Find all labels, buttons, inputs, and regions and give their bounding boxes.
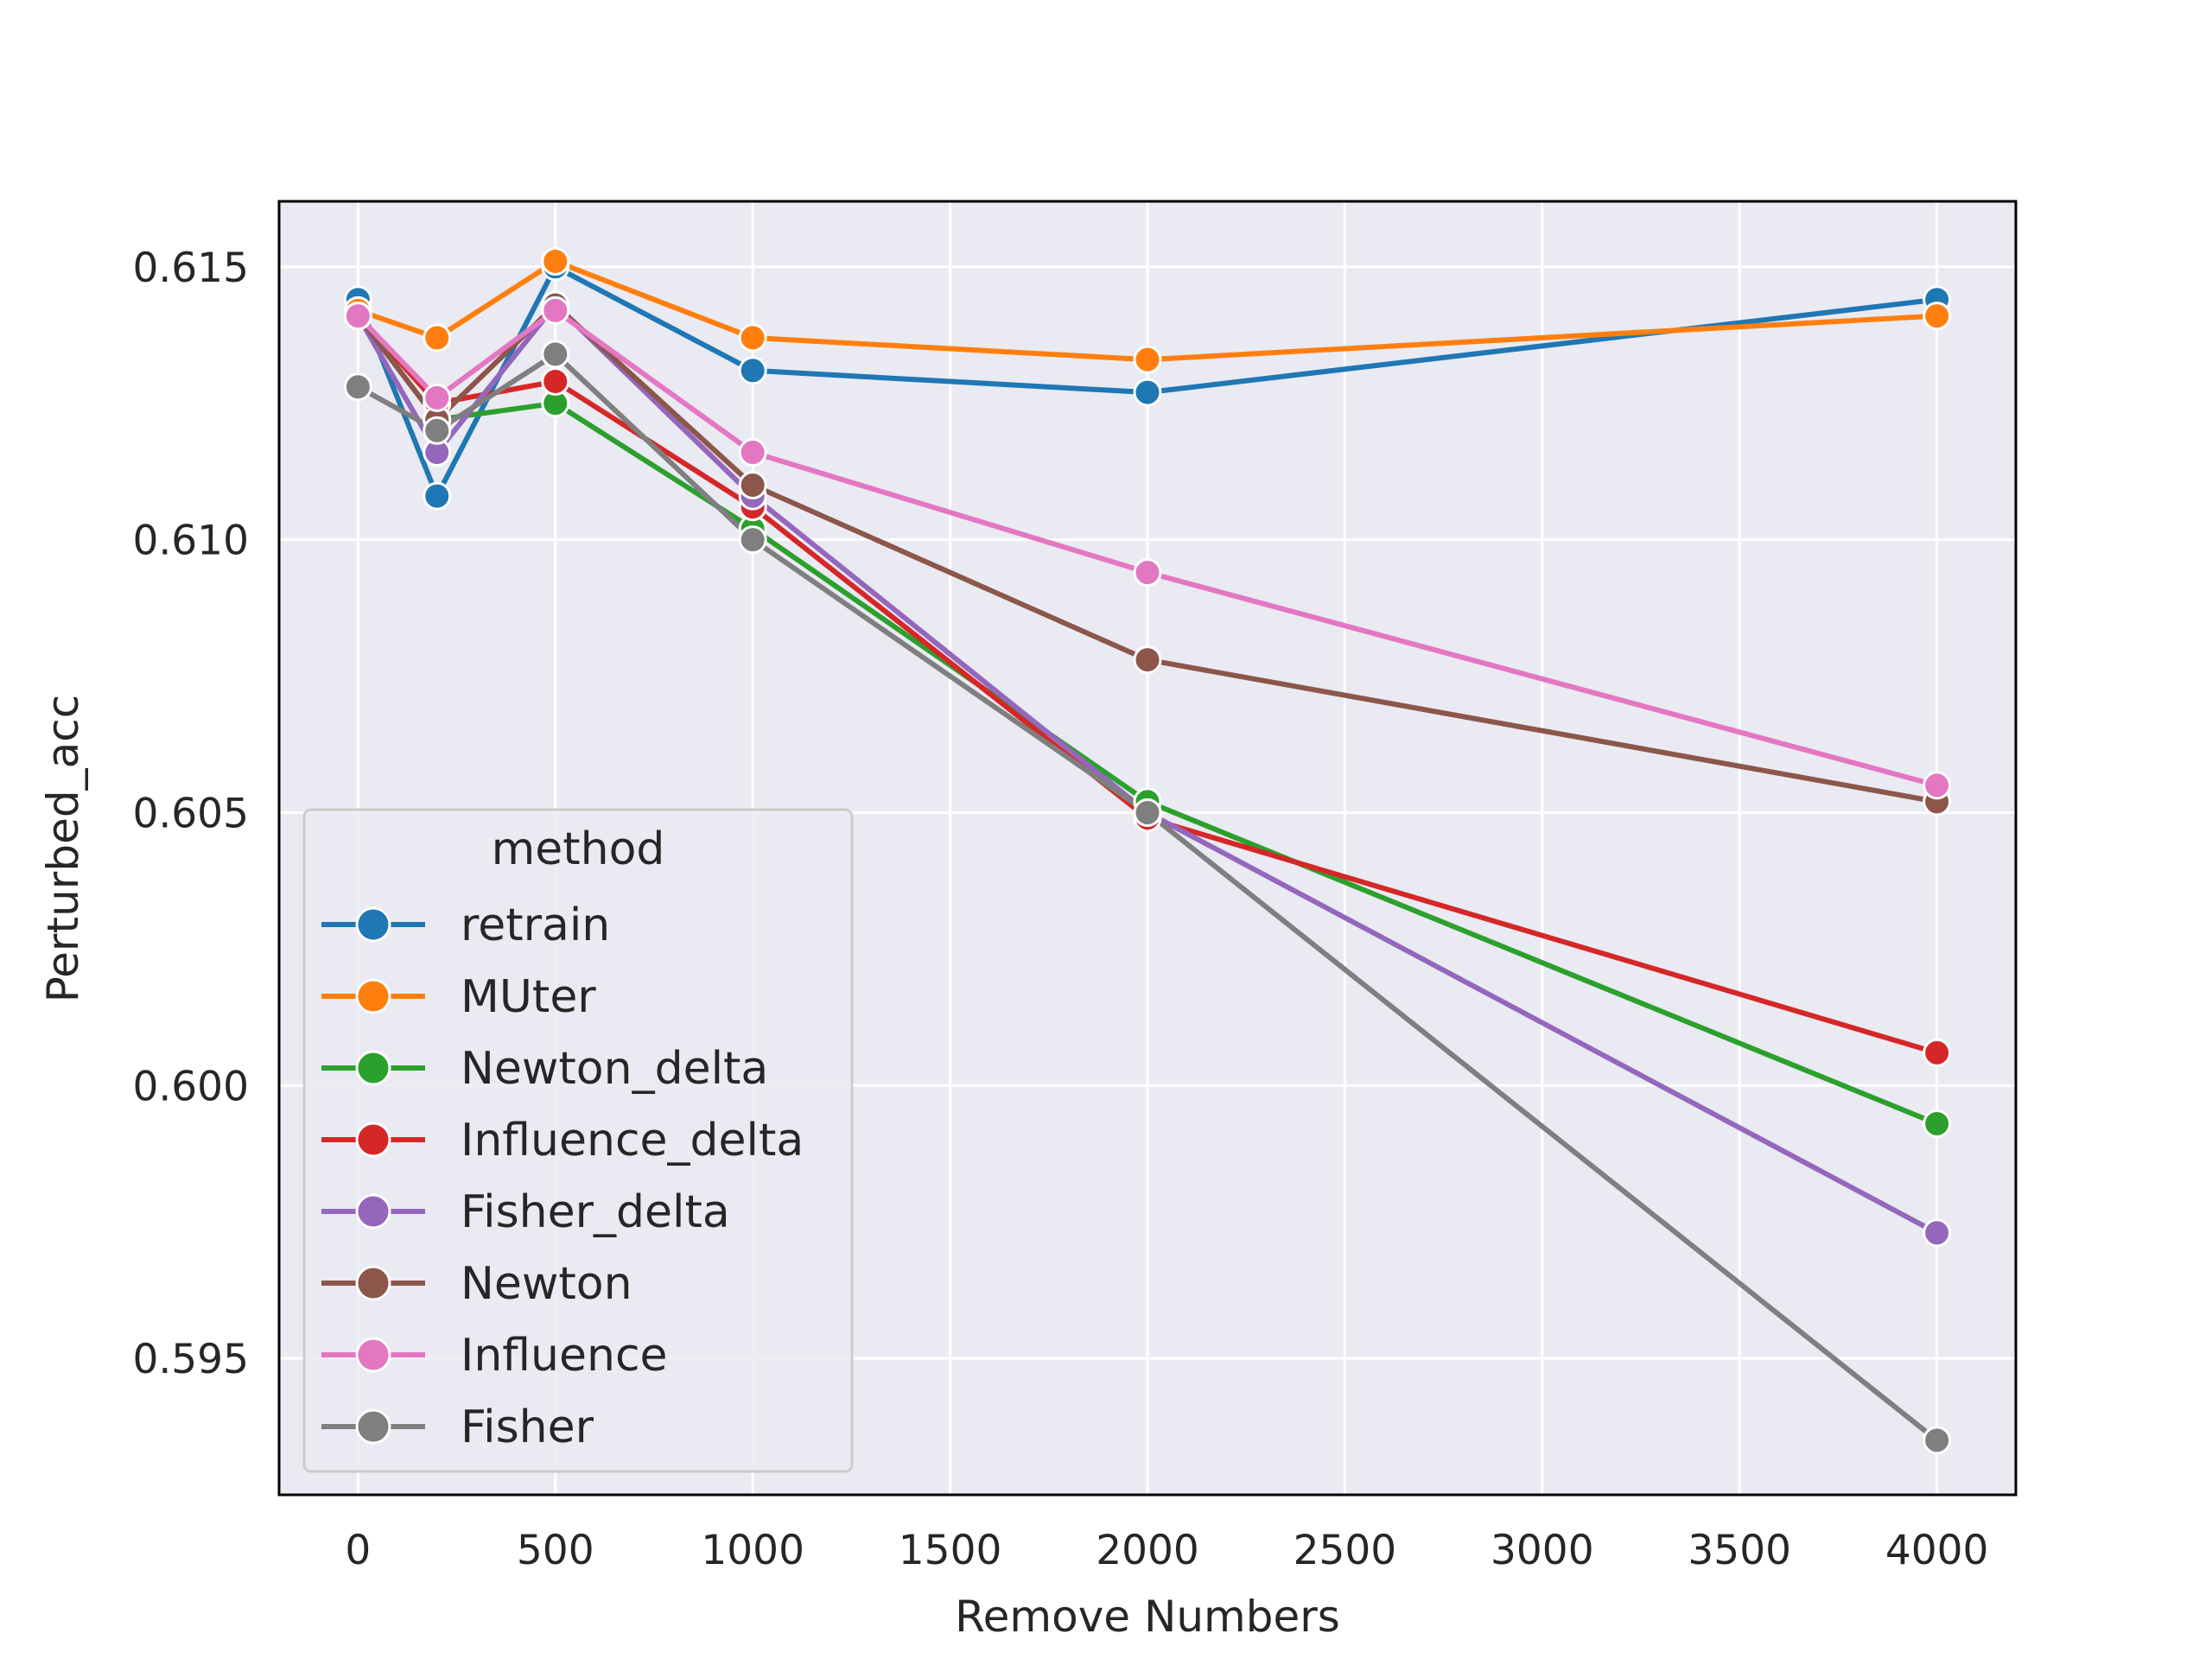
- y-tick-label: 0.610: [132, 518, 249, 565]
- data-point-influence: [738, 438, 767, 467]
- data-point-fisher: [541, 340, 570, 369]
- y-tick-label: 0.600: [132, 1063, 249, 1110]
- x-tick-label: 3000: [1491, 1527, 1594, 1574]
- legend-item-influence: Influence: [321, 1330, 668, 1382]
- x-tick-label: 0: [345, 1527, 371, 1574]
- x-tick-label: 500: [517, 1527, 594, 1574]
- y-tick-label: 0.615: [132, 245, 249, 292]
- data-point-fisher: [1133, 798, 1162, 827]
- legend-label: MUter: [461, 971, 596, 1023]
- legend-marker: [355, 978, 391, 1014]
- data-point-muter: [541, 246, 570, 276]
- legend-item-fisher: Fisher: [321, 1402, 594, 1453]
- legend-item-fisher-delta: Fisher_delta: [321, 1186, 730, 1238]
- legend-marker: [355, 1122, 391, 1158]
- series-line-influence: [355, 308, 1940, 788]
- legend-label: Fisher_delta: [461, 1186, 730, 1238]
- x-tick-label: 1000: [701, 1527, 804, 1574]
- x-axis-ticks: 0 500 1000 1500 2000 2500 3000 3500 4000: [345, 1527, 1988, 1574]
- data-point-fisher: [343, 372, 372, 402]
- y-axis-ticks: 0.595 0.600 0.605 0.610 0.615: [132, 245, 249, 1383]
- data-point-retrain: [1133, 378, 1162, 407]
- series-line-retrain: [355, 264, 1940, 499]
- x-tick-label: 4000: [1885, 1527, 1989, 1574]
- legend-item-influence-delta: Influence_delta: [321, 1115, 804, 1166]
- legend-title: method: [492, 823, 665, 875]
- data-point-muter: [738, 323, 767, 353]
- data-point-influence: [1923, 771, 1952, 800]
- plot-frame: [277, 200, 2018, 1497]
- legend-label: Influence_delta: [461, 1115, 804, 1166]
- legend-item-muter: MUter: [321, 971, 596, 1023]
- x-axis-label: Remove Numbers: [955, 1592, 1340, 1642]
- series-markers: [343, 246, 1952, 1455]
- legend-label: Newton_delta: [461, 1043, 768, 1095]
- data-point-retrain: [738, 356, 767, 385]
- data-point-influence: [423, 383, 452, 412]
- legend-box: [302, 808, 854, 1473]
- data-point-fisher-delta: [1923, 1218, 1952, 1248]
- y-tick-label: 0.595: [132, 1336, 249, 1383]
- legend-marker: [355, 1408, 391, 1445]
- data-point-fisher: [423, 416, 452, 445]
- data-point-influence: [1133, 558, 1162, 588]
- data-point-newton: [1133, 645, 1162, 675]
- legend-item-newton-delta: Newton_delta: [321, 1043, 768, 1095]
- data-point-muter: [423, 323, 452, 353]
- data-point-influence-delta: [541, 366, 570, 396]
- data-point-fisher: [738, 525, 767, 555]
- legend-marker: [355, 1337, 391, 1373]
- x-tick-label: 2500: [1294, 1527, 1397, 1574]
- legend-marker: [355, 1265, 391, 1301]
- x-tick-label: 1500: [899, 1527, 1002, 1574]
- data-point-newton-delta: [1923, 1109, 1952, 1138]
- y-axis-label: Perturbed_acc: [38, 695, 88, 1002]
- x-tick-label: 2000: [1096, 1527, 1199, 1574]
- data-point-fisher: [1923, 1426, 1952, 1455]
- data-point-influence: [343, 302, 372, 331]
- data-point-influence: [541, 296, 570, 325]
- legend-marker: [355, 1050, 391, 1086]
- data-point-influence-delta: [1923, 1038, 1952, 1067]
- legend-label: retrain: [461, 899, 610, 951]
- legend-label: Influence: [461, 1330, 668, 1382]
- data-point-retrain: [423, 481, 452, 511]
- legend-label: Newton: [461, 1258, 632, 1310]
- legend-label: Fisher: [461, 1402, 594, 1453]
- y-tick-label: 0.605: [132, 790, 249, 837]
- data-point-muter: [1133, 345, 1162, 374]
- legend-item-retrain: retrain: [321, 899, 610, 951]
- x-tick-label: 3500: [1688, 1527, 1791, 1574]
- legend-item-newton: Newton: [321, 1258, 632, 1310]
- data-point-newton: [738, 470, 767, 499]
- data-point-muter: [1923, 302, 1952, 331]
- legend-marker: [355, 1193, 391, 1230]
- legend-items: retrain MUter Newton_delta Influence_delta F…: [321, 899, 804, 1453]
- legend: method retrain MUter Newton_delta Influence…: [302, 808, 854, 1473]
- legend-marker: [355, 906, 391, 943]
